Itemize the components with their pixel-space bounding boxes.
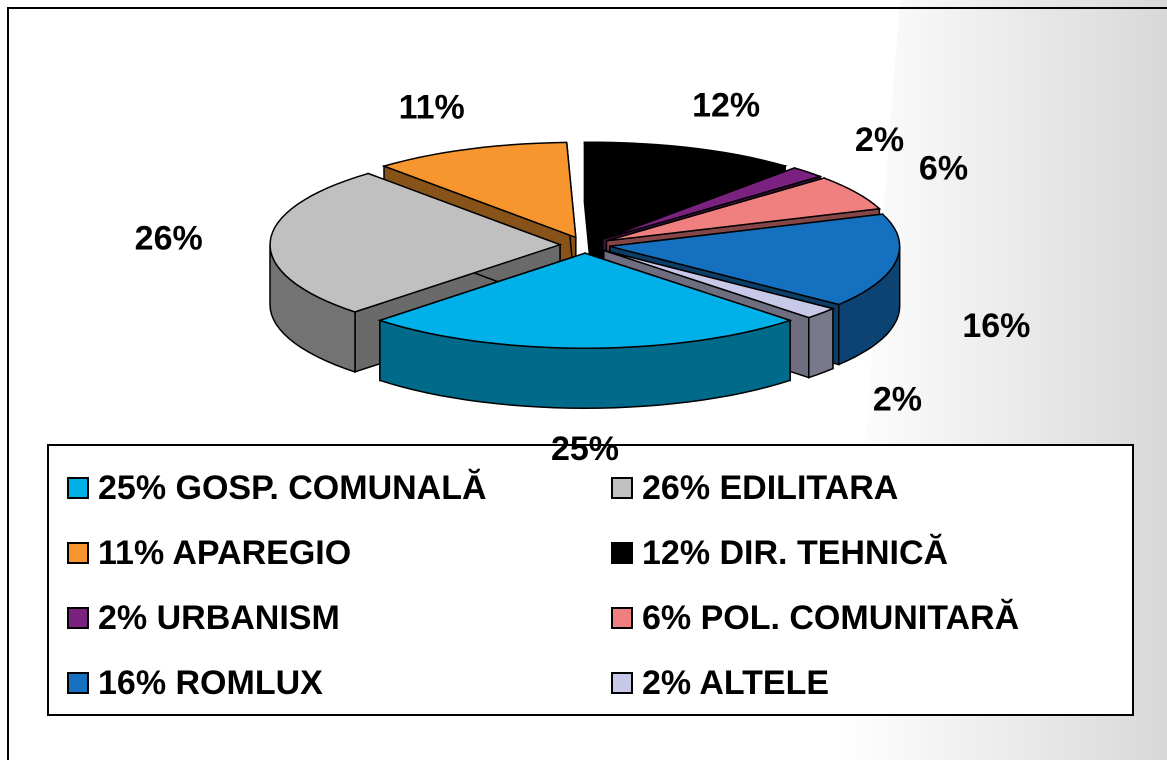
legend-label: 16% ROMLUX — [98, 664, 323, 702]
legend-swatch — [67, 672, 89, 694]
slice-top — [377, 252, 793, 349]
legend-swatch — [611, 477, 633, 499]
slice-top — [381, 141, 577, 239]
legend-swatch — [67, 607, 89, 629]
data-label: 16% — [962, 307, 1030, 345]
data-label: 2% — [873, 380, 922, 418]
legend-label: 12% DIR. TEHNICĂ — [642, 534, 948, 572]
legend-swatch — [611, 607, 633, 629]
legend-label: 25% GOSP. COMUNALĂ — [98, 469, 487, 507]
slice-top — [269, 172, 563, 313]
slice-side — [808, 307, 834, 379]
legend-label: 2% ALTELE — [642, 664, 829, 702]
legend-swatch — [611, 672, 633, 694]
data-label: 12% — [692, 87, 760, 125]
data-label: 6% — [919, 150, 968, 188]
data-label: 25% — [551, 430, 619, 468]
slice — [377, 252, 793, 409]
legend-box — [47, 444, 1134, 716]
slice-top — [609, 213, 901, 306]
data-label: 2% — [855, 121, 904, 159]
data-label: 11% — [399, 88, 465, 126]
legend-swatch — [67, 477, 89, 499]
slice-top — [602, 167, 823, 240]
data-label: 26% — [135, 219, 203, 257]
slice-top — [606, 177, 882, 242]
legend-label: 11% APAREGIO — [98, 534, 351, 572]
legend-label: 2% URBANISM — [98, 599, 340, 637]
slice — [269, 172, 563, 373]
legend-swatch — [67, 542, 89, 564]
legend-label: 26% EDILITARA — [642, 469, 898, 507]
slice-top — [583, 141, 788, 239]
legend-label: 6% POL. COMUNITARĂ — [642, 599, 1019, 637]
frame — [7, 7, 1167, 765]
legend-swatch — [611, 542, 633, 564]
slice-top — [603, 249, 836, 319]
